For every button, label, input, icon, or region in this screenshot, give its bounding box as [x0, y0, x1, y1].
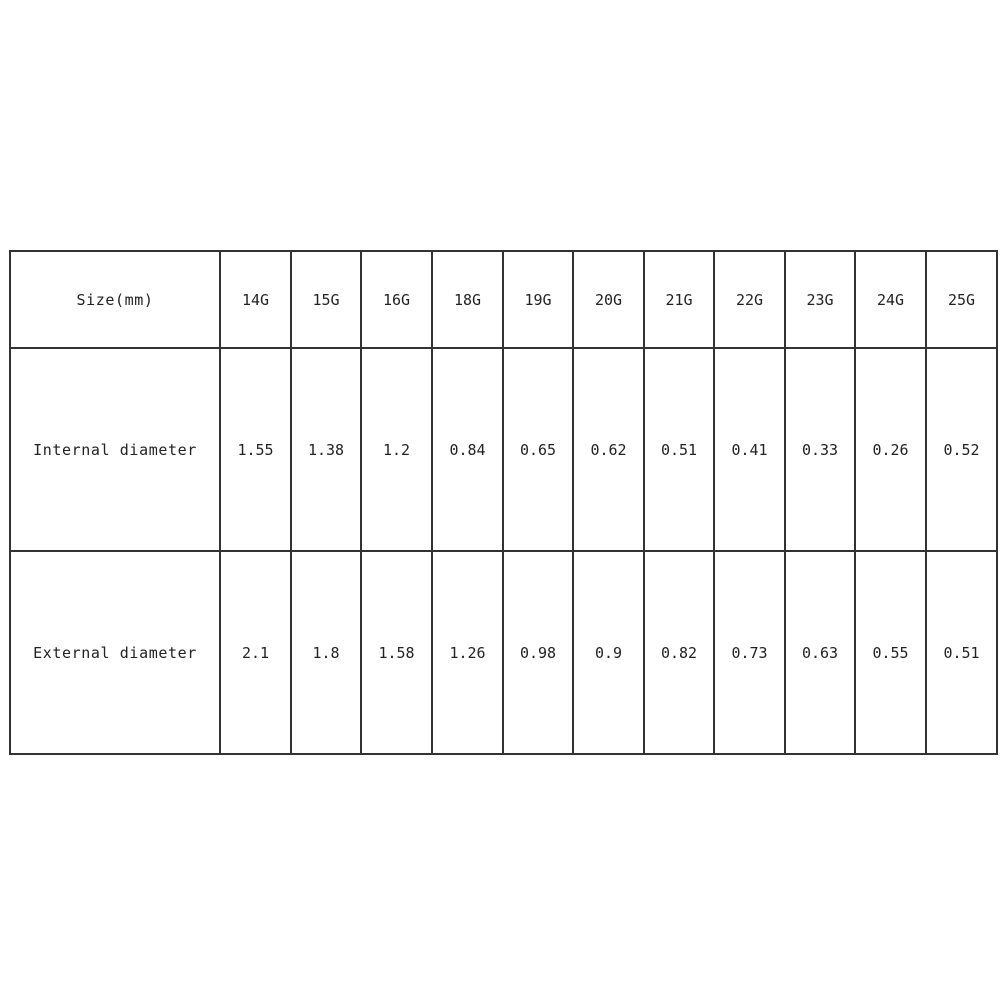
table-cell: 1.38: [290, 347, 362, 552]
table-cell: 0.98: [502, 550, 574, 755]
table-cell: 0.55: [854, 550, 927, 755]
table-cell: 1.55: [219, 347, 292, 552]
column-header: 22G: [713, 250, 786, 349]
table-cell: 2.1: [219, 550, 292, 755]
table-cell: 0.33: [784, 347, 856, 552]
table-row: Internal diameter 1.55 1.38 1.2 0.84 0.65 0.62…: [9, 347, 998, 552]
table-cell: 0.63: [784, 550, 856, 755]
table-cell: 0.52: [925, 347, 998, 552]
column-header: 25G: [925, 250, 998, 349]
table-row: External diameter 2.1 1.8 1.58 1.26 0.98 0.9 0.…: [9, 550, 998, 755]
table-cell: 0.51: [925, 550, 998, 755]
table-cell: 1.2: [360, 347, 433, 552]
header-label: Size(mm): [9, 250, 221, 349]
table-cell: 0.9: [572, 550, 645, 755]
column-header: 14G: [219, 250, 292, 349]
table-cell: 0.82: [643, 550, 715, 755]
column-header: 18G: [431, 250, 504, 349]
table-cell: 0.51: [643, 347, 715, 552]
column-header: 23G: [784, 250, 856, 349]
gauge-size-table: Size(mm) 14G 15G 16G 18G 19G 20G 21G 22G 23G 24G 2…: [9, 250, 998, 755]
column-header: 20G: [572, 250, 645, 349]
column-header: 15G: [290, 250, 362, 349]
table-cell: 1.8: [290, 550, 362, 755]
table-cell: 0.84: [431, 347, 504, 552]
table-cell: 0.73: [713, 550, 786, 755]
column-header: 21G: [643, 250, 715, 349]
table-cell: 1.58: [360, 550, 433, 755]
table-cell: 0.62: [572, 347, 645, 552]
table-cell: 0.65: [502, 347, 574, 552]
header-row: Size(mm) 14G 15G 16G 18G 19G 20G 21G 22G 23G 24G 2…: [9, 250, 998, 349]
column-header: 19G: [502, 250, 574, 349]
row-label: Internal diameter: [9, 347, 221, 552]
column-header: 24G: [854, 250, 927, 349]
table-cell: 0.26: [854, 347, 927, 552]
table-cell: 0.41: [713, 347, 786, 552]
table-cell: 1.26: [431, 550, 504, 755]
column-header: 16G: [360, 250, 433, 349]
row-label: External diameter: [9, 550, 221, 755]
